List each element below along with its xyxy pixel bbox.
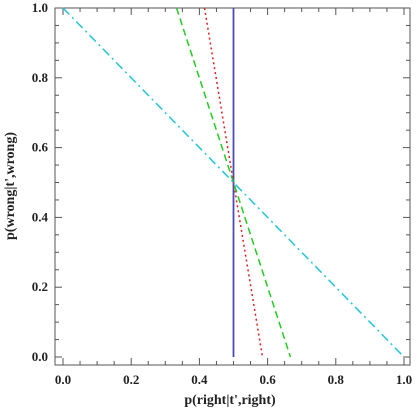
y-tick-label: 0.4 [32, 209, 49, 224]
series-line-dotted [203, 7, 264, 358]
series-line-dashdot [62, 7, 405, 358]
y-tick-label: 0.8 [32, 70, 49, 85]
ticks [55, 7, 410, 365]
x-axis-title: p(right|t',right) [184, 393, 276, 408]
y-tick-label: 0.6 [32, 140, 49, 155]
x-tick-label: 0.4 [191, 372, 208, 387]
plot-frame [54, 7, 411, 366]
series-line-dashed [175, 7, 292, 358]
y-axis-title: p(wrong|t',wrong) [3, 132, 18, 240]
y-tick-label: 1.0 [32, 0, 48, 15]
tick-labels: 0.0 0.2 0.4 0.6 0.8 1.0 0.0 0.2 0.4 0.6 0.8 1.0 [32, 0, 412, 387]
y-tick-label: 0.0 [32, 349, 48, 364]
x-tick-label: 0.6 [259, 372, 276, 387]
x-tick-label: 0.8 [328, 372, 345, 387]
x-tick-label: 1.0 [396, 372, 412, 387]
x-tick-label: 0.0 [55, 372, 71, 387]
y-tick-label: 0.2 [32, 279, 48, 294]
series-group [62, 7, 405, 358]
x-tick-label: 0.2 [123, 372, 139, 387]
